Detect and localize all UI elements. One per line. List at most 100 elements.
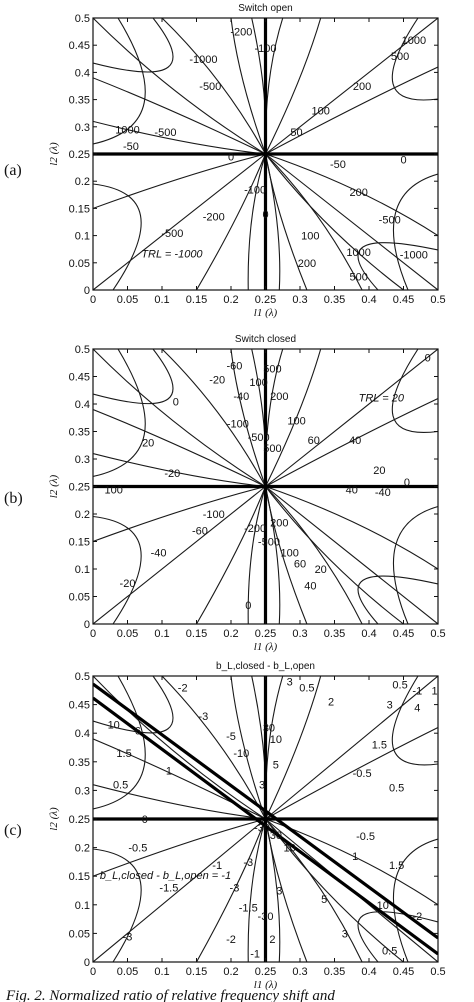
y-tick-label: 0.15 (69, 537, 90, 549)
contour-line (265, 349, 438, 487)
panel-tag-b: (b) (4, 490, 23, 507)
x-tick-label: 0 (90, 966, 96, 978)
x-tick-label: 0.2 (223, 966, 238, 978)
y-axis-label: l2 (λ) (48, 142, 60, 166)
y-tick-label: 0.25 (69, 482, 90, 494)
contour-line (93, 676, 146, 810)
y-tick-label: 0.45 (69, 372, 90, 384)
contour-line (265, 485, 438, 570)
y-tick-label: 0.05 (69, 592, 90, 604)
contour-line (392, 173, 438, 290)
y-tick-label: 0 (84, 285, 90, 297)
contour-label: -50 (330, 159, 346, 171)
contour-line (391, 676, 438, 766)
contour-label: 200 (270, 391, 288, 403)
x-tick-label: 0.35 (324, 294, 345, 306)
contour-line (391, 349, 438, 433)
contour-label: 3 (287, 677, 293, 689)
contour-label: -100 (203, 509, 225, 521)
contour-label: 200 (349, 187, 367, 199)
chart-title: b_L,closed - b_L,open (216, 661, 315, 672)
contour-line (93, 349, 146, 478)
x-axis-label: l1 (λ) (254, 641, 278, 653)
x-tick-label: 0.4 (361, 628, 376, 640)
contour-line (93, 77, 266, 155)
contour-label: -60 (226, 361, 242, 373)
y-tick-label: 0.35 (69, 95, 90, 107)
contour-label: -50 (123, 141, 139, 153)
contour-line (264, 818, 281, 962)
contour-label: 3 (342, 928, 348, 940)
x-tick-label: 0.5 (430, 628, 445, 640)
y-axis-label: l2 (λ) (48, 807, 60, 831)
contour-line (93, 408, 266, 487)
y-tick-label: 0.15 (69, 203, 90, 215)
contour-label: 100 (249, 377, 267, 389)
contour-line (265, 676, 322, 820)
x-tick-label: 0.15 (186, 294, 207, 306)
contour-label: 200 (353, 81, 371, 93)
contour-line (265, 726, 438, 820)
x-tick-label: 0.25 (255, 628, 276, 640)
x-tick-label: 0.05 (117, 294, 138, 306)
contour-line (230, 18, 267, 155)
contour-line (247, 818, 267, 962)
contour-line (265, 18, 322, 155)
contour-label: 1 (352, 851, 358, 863)
y-tick-label: 0.4 (75, 728, 90, 740)
contour-line (265, 486, 363, 624)
y-tick-label: 0.2 (75, 843, 90, 855)
y-tick-label: 0.35 (69, 757, 90, 769)
contour-line (265, 398, 438, 487)
contour-line (93, 784, 266, 820)
y-tick-label: 0.1 (75, 231, 90, 243)
contour-label: -3 (230, 883, 240, 895)
contour-label: 30 (270, 830, 282, 842)
x-tick-label: 0.15 (186, 966, 207, 978)
contour-label: -500 (161, 228, 183, 240)
contour-line (93, 818, 266, 877)
contour-label: -500 (379, 214, 401, 226)
contour-line (392, 838, 438, 962)
contour-label: 0 (404, 477, 410, 489)
x-tick-label: 0.3 (292, 294, 307, 306)
contour-label: -20 (164, 468, 180, 480)
contour-label: 100 (301, 231, 319, 243)
contour-lines (93, 18, 438, 290)
contour-label: -100 (254, 43, 276, 55)
contour-line (265, 349, 322, 487)
y-tick-label: 0.4 (75, 399, 90, 411)
contour-label: 0.5 (392, 680, 407, 692)
contour-label: -10 (233, 748, 249, 760)
x-tick-label: 0.1 (154, 294, 169, 306)
contour-label: 0 (400, 154, 406, 166)
singular-line-diagonal (93, 696, 438, 956)
contour-label: 1.5 (389, 860, 404, 872)
contour-label: 10 (270, 734, 282, 746)
x-tick-label: 0.5 (430, 966, 445, 978)
contour-lines (93, 676, 438, 962)
contour-line (265, 18, 438, 155)
contour-label: 500 (349, 271, 367, 283)
x-tick-label: 0.4 (361, 966, 376, 978)
chart-title: Switch closed (235, 334, 296, 345)
contour-label: 0.5 (113, 780, 128, 792)
contour-label: -200 (203, 212, 225, 224)
x-axis-label: l1 (λ) (254, 307, 278, 319)
contour-label: 0 (142, 814, 148, 826)
contour-line (93, 18, 146, 145)
contour-label: -0.5 (356, 831, 375, 843)
contour-line (93, 153, 266, 290)
x-axis-label: l1 (λ) (254, 979, 278, 991)
contour-label: 0 (228, 152, 234, 164)
contour-label: 30 (263, 722, 275, 734)
contour-label: 0 (262, 209, 268, 221)
contour-label: 0 (425, 352, 431, 364)
contour-line (247, 486, 267, 624)
contour-label: -200 (230, 27, 252, 39)
y-tick-label: 0.45 (69, 40, 90, 52)
panel-tag-c: (c) (4, 822, 22, 839)
contour-line (265, 676, 438, 820)
contour-line (161, 18, 266, 155)
